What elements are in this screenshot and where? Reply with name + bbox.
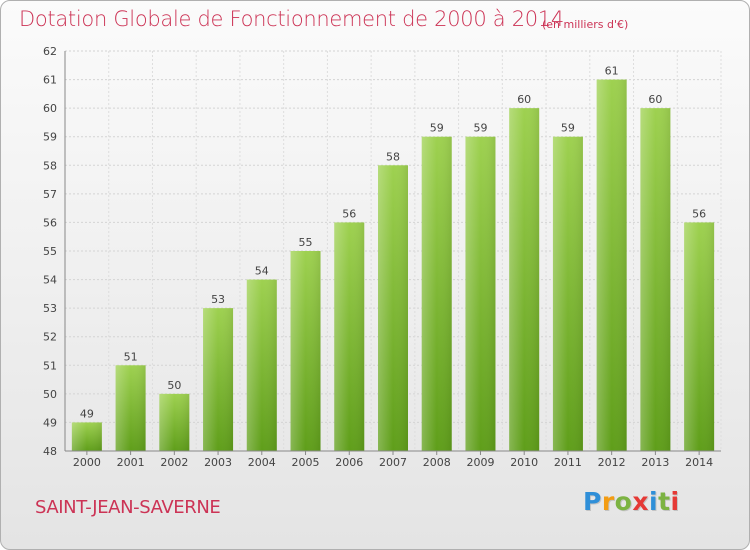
x-tick-label: 2005 [292, 456, 320, 469]
y-tick-label: 59 [43, 131, 57, 144]
logo-letter: o [614, 487, 633, 516]
y-tick-label: 57 [43, 188, 57, 201]
x-tick-label: 2006 [335, 456, 363, 469]
x-tick-label: 2012 [598, 456, 626, 469]
y-tick-label: 52 [43, 331, 57, 344]
bar-value-label: 54 [255, 265, 269, 278]
x-tick-label: 2010 [510, 456, 538, 469]
x-tick-label: 2014 [685, 456, 713, 469]
bar-value-label: 51 [124, 350, 138, 363]
y-tick-label: 61 [43, 74, 57, 87]
bar-value-label: 59 [473, 122, 487, 135]
chart-title: Dotation Globale de Fonctionnement de 20… [19, 7, 564, 31]
logo-letter: r [601, 487, 615, 516]
y-tick-label: 49 [43, 416, 57, 429]
y-tick-label: 53 [43, 302, 57, 315]
x-tick-label: 2000 [73, 456, 101, 469]
y-tick-label: 56 [43, 216, 57, 229]
logo-letter: x [632, 487, 649, 516]
y-tick-label: 55 [43, 245, 57, 258]
logo-letter: i [670, 487, 680, 516]
x-tick-label: 2002 [160, 456, 188, 469]
logo-letter: t [658, 487, 671, 516]
bar-shading [159, 393, 190, 451]
bar-shading [465, 136, 496, 451]
chart-subtitle: (en milliers d'€) [542, 18, 629, 31]
bar-shading [596, 79, 627, 452]
y-tick-label: 54 [43, 274, 57, 287]
bar-shading [421, 136, 452, 451]
bar-value-label: 58 [386, 150, 400, 163]
y-tick-label: 50 [43, 388, 57, 401]
bar-value-label: 60 [648, 93, 662, 106]
x-tick-label: 2008 [423, 456, 451, 469]
y-tick-label: 51 [43, 359, 57, 372]
bar-shading [71, 422, 102, 451]
bar-value-label: 53 [211, 293, 225, 306]
x-tick-label: 2004 [248, 456, 276, 469]
x-tick-label: 2003 [204, 456, 232, 469]
proxiti-logo: Proxiti [583, 487, 680, 516]
x-tick-label: 2011 [554, 456, 582, 469]
bar-shading [378, 165, 408, 452]
x-tick-label: 2009 [466, 456, 494, 469]
logo-letter: P [583, 487, 602, 516]
y-tick-label: 58 [43, 159, 57, 172]
bar-shading [640, 108, 671, 452]
bar-shading [334, 222, 365, 451]
bar-shading [552, 136, 583, 451]
bar-value-label: 56 [342, 207, 356, 220]
bar-value-label: 49 [80, 407, 94, 420]
bar-shading [509, 108, 540, 452]
bar-value-label: 59 [430, 122, 444, 135]
bar-value-label: 55 [299, 236, 313, 249]
bar-value-label: 56 [692, 207, 706, 220]
x-tick-label: 2007 [379, 456, 407, 469]
bar-shading [290, 251, 321, 451]
bar-value-label: 59 [561, 122, 575, 135]
commune-name: SAINT-JEAN-SAVERNE [35, 497, 221, 518]
y-tick-label: 60 [43, 102, 57, 115]
bar-value-label: 60 [517, 93, 531, 106]
bar-value-label: 61 [605, 65, 619, 78]
x-tick-label: 2013 [641, 456, 669, 469]
logo-letter: i [649, 487, 659, 516]
bar-value-label: 50 [167, 379, 181, 392]
x-tick-label: 2001 [117, 456, 145, 469]
bar-shading [246, 279, 277, 451]
y-tick-label: 48 [43, 445, 57, 458]
y-tick-label: 62 [43, 45, 57, 58]
bar-shading [203, 308, 234, 451]
bar-shading [115, 365, 146, 451]
bar-shading [684, 222, 715, 451]
